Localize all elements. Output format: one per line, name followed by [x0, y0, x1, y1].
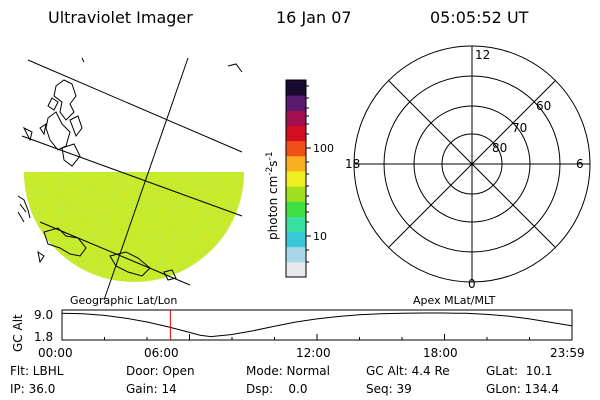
dsp-readout: Dsp: 0.0 [246, 382, 308, 396]
colorbar-cell [286, 95, 306, 111]
colorbar: 100 10 photon cm-2s-1 [265, 79, 334, 278]
altitude-chart: GC Alt 9.0 1.8 00:00 06:00 12:00 18:00 2… [11, 308, 585, 360]
polar-diagonal [388, 80, 556, 248]
geographic-panel [17, 57, 244, 301]
ip-readout: IP: 36.0 [10, 382, 56, 396]
gc-alt-readout: GC Alt: 4.4 Re [366, 364, 450, 378]
colorbar-cell [286, 170, 306, 187]
instrument-title: Ultraviolet Imager [48, 8, 193, 27]
glon-readout: GLon: 134.4 [486, 382, 559, 396]
mode-readout: Mode: Normal [246, 364, 330, 378]
time-label: 05:05:52 UT [430, 8, 529, 27]
colorbar-frame [285, 79, 307, 278]
colorbar-cell [286, 125, 306, 142]
longitude-line [103, 57, 189, 301]
image-brightness-overlay [24, 172, 244, 282]
altitude-ylabel: GC Alt [11, 314, 25, 352]
altitude-xtick: 23:59 [550, 346, 585, 360]
gain-readout: Gain: 14 [126, 382, 177, 396]
colorbar-cell [286, 246, 306, 263]
altitude-xtick: 06:00 [144, 346, 179, 360]
altitude-xtick: 00:00 [38, 346, 73, 360]
colorbar-cell [286, 110, 306, 126]
altitude-ytick-bottom: 1.8 [34, 330, 53, 344]
glat-readout: GLat: 10.1 [486, 364, 553, 378]
colorbar-cell [286, 216, 306, 233]
mlat-label-70: 70 [512, 121, 527, 135]
colorbar-cell [286, 231, 306, 248]
seq-readout: Seq: 39 [366, 382, 412, 396]
mlt-label-0: 0 [468, 277, 476, 291]
date-label: 16 Jan 07 [276, 8, 352, 27]
polar-plot [353, 45, 591, 283]
altitude-ytick-top: 9.0 [34, 308, 53, 322]
door-readout: Door: Open [126, 364, 195, 378]
colorbar-cell [286, 140, 306, 157]
colorbar-unit-label: photon cm-2s-1 [265, 151, 280, 240]
mlat-label-60: 60 [536, 99, 551, 113]
mlt-label-12: 12 [475, 48, 490, 62]
coastlines [17, 57, 243, 281]
mlat-label-80: 80 [492, 141, 507, 155]
colorbar-tick-10: 10 [313, 230, 327, 243]
altitude-xtick: 18:00 [423, 346, 458, 360]
colorbar-cell [286, 155, 306, 172]
altitude-xtick: 12:00 [296, 346, 331, 360]
filter-readout: Flt: LBHL [10, 364, 64, 378]
colorbar-cell [286, 261, 306, 278]
altitude-series-line [61, 312, 572, 338]
apex-panel-label: Apex MLat/MLT [413, 294, 496, 307]
colorbar-cell [286, 186, 306, 202]
latitude-line [27, 59, 243, 153]
colorbar-cell [286, 80, 306, 96]
colorbar-tick-100: 100 [313, 142, 334, 155]
mlt-label-18: 18 [345, 157, 360, 171]
colorbar-cell [286, 201, 306, 217]
geographic-panel-label: Geographic Lat/Lon [70, 294, 177, 307]
mlt-label-6: 6 [576, 157, 584, 171]
